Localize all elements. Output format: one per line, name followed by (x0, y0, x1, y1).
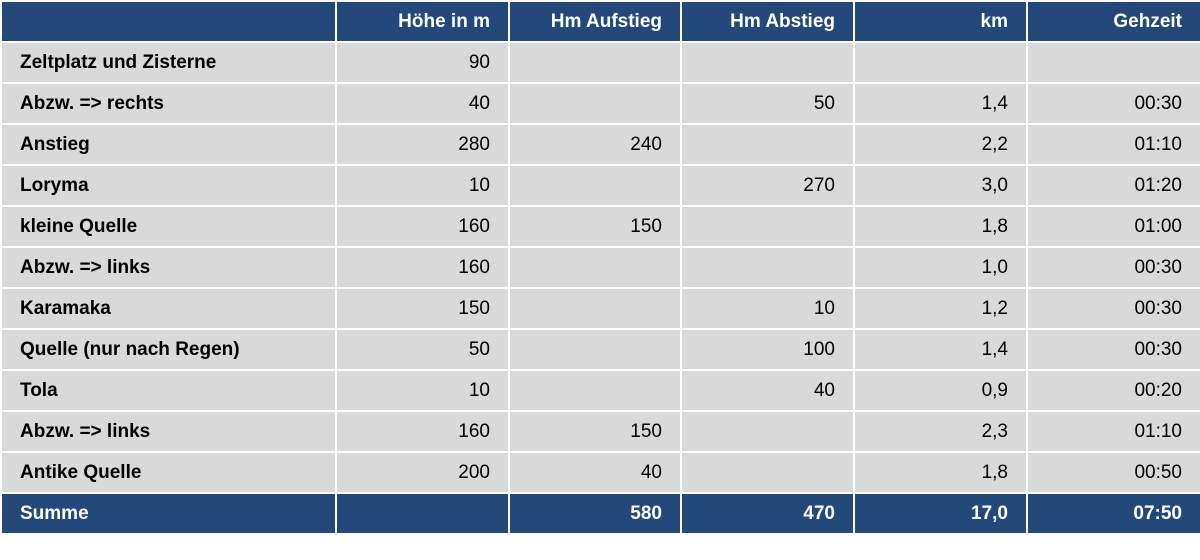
cell: 00:30 (1026, 287, 1200, 330)
cell (0, 0, 337, 43)
cell: 10 (680, 287, 855, 330)
table-body: Höhe in m Hm Aufstieg Hm Abstieg km Gehzeit Z… (0, 0, 1200, 535)
cell: 01:10 (1026, 410, 1200, 453)
cell: 150 (508, 410, 682, 453)
cell (508, 246, 682, 289)
cell (508, 287, 682, 330)
cell: 40 (508, 451, 682, 494)
cell: 1,8 (853, 205, 1028, 248)
data-row: Tola 10 40 0,9 00:20 (0, 369, 1200, 412)
cell (680, 451, 855, 494)
cell: Quelle (nur nach Regen) (0, 328, 337, 371)
cell (1026, 41, 1200, 84)
cell: 270 (680, 164, 855, 207)
data-row: Antike Quelle 200 40 1,8 00:50 (0, 451, 1200, 494)
cell: 2,3 (853, 410, 1028, 453)
cell: 50 (680, 82, 855, 125)
cell: 160 (335, 410, 510, 453)
cell: Abzw. => rechts (0, 82, 337, 125)
cell: 10 (335, 164, 510, 207)
cell: 40 (680, 369, 855, 412)
data-row: Quelle (nur nach Regen) 50 100 1,4 00:30 (0, 328, 1200, 371)
cell: Hm Abstieg (680, 0, 855, 43)
cell: 0,9 (853, 369, 1028, 412)
total-row: Summe 580 470 17,0 07:50 (0, 492, 1200, 535)
cell: 1,4 (853, 82, 1028, 125)
cell: 01:20 (1026, 164, 1200, 207)
cell: 00:30 (1026, 328, 1200, 371)
cell: 1,8 (853, 451, 1028, 494)
cell: 00:20 (1026, 369, 1200, 412)
cell: km (853, 0, 1028, 43)
cell: 1,4 (853, 328, 1028, 371)
cell: Abzw. => links (0, 410, 337, 453)
cell: Zeltplatz und Zisterne (0, 41, 337, 84)
cell: 470 (680, 492, 855, 535)
cell: Hm Aufstieg (508, 0, 682, 43)
cell (508, 369, 682, 412)
cell: 40 (335, 82, 510, 125)
cell: 280 (335, 123, 510, 166)
cell (680, 246, 855, 289)
cell: 580 (508, 492, 682, 535)
cell: 01:10 (1026, 123, 1200, 166)
cell: Anstieg (0, 123, 337, 166)
cell: 100 (680, 328, 855, 371)
cell: 1,2 (853, 287, 1028, 330)
cell: 150 (335, 287, 510, 330)
cell (335, 492, 510, 535)
cell: Höhe in m (335, 0, 510, 43)
data-row: kleine Quelle 160 150 1,8 01:00 (0, 205, 1200, 248)
cell: 01:00 (1026, 205, 1200, 248)
cell (680, 123, 855, 166)
cell: 1,0 (853, 246, 1028, 289)
cell: 90 (335, 41, 510, 84)
cell: 2,2 (853, 123, 1028, 166)
cell (508, 328, 682, 371)
cell: Gehzeit (1026, 0, 1200, 43)
cell: 150 (508, 205, 682, 248)
data-row: Karamaka 150 10 1,2 00:30 (0, 287, 1200, 330)
cell: 160 (335, 205, 510, 248)
cell: Tola (0, 369, 337, 412)
data-row: Abzw. => links 160 1,0 00:30 (0, 246, 1200, 289)
cell: 240 (508, 123, 682, 166)
cell: 200 (335, 451, 510, 494)
cell: 3,0 (853, 164, 1028, 207)
data-row: Abzw. => links 160 150 2,3 01:10 (0, 410, 1200, 453)
cell: Loryma (0, 164, 337, 207)
cell: Summe (0, 492, 337, 535)
cell (508, 41, 682, 84)
cell: 160 (335, 246, 510, 289)
header-row: Höhe in m Hm Aufstieg Hm Abstieg km Gehzeit (0, 0, 1200, 43)
data-row: Abzw. => rechts 40 50 1,4 00:30 (0, 82, 1200, 125)
data-row: Zeltplatz und Zisterne 90 (0, 41, 1200, 84)
route-table: Höhe in m Hm Aufstieg Hm Abstieg km Gehzeit Z… (0, 0, 1200, 535)
cell: 00:30 (1026, 82, 1200, 125)
cell: kleine Quelle (0, 205, 337, 248)
cell (508, 82, 682, 125)
data-row: Anstieg 280 240 2,2 01:10 (0, 123, 1200, 166)
cell (853, 41, 1028, 84)
cell: 00:50 (1026, 451, 1200, 494)
cell (680, 205, 855, 248)
cell: Antike Quelle (0, 451, 337, 494)
cell: 50 (335, 328, 510, 371)
data-row: Loryma 10 270 3,0 01:20 (0, 164, 1200, 207)
cell (680, 41, 855, 84)
cell: 00:30 (1026, 246, 1200, 289)
cell (680, 410, 855, 453)
cell: Karamaka (0, 287, 337, 330)
cell: 10 (335, 369, 510, 412)
cell: 07:50 (1026, 492, 1200, 535)
cell: Abzw. => links (0, 246, 337, 289)
cell: 17,0 (853, 492, 1028, 535)
cell (508, 164, 682, 207)
